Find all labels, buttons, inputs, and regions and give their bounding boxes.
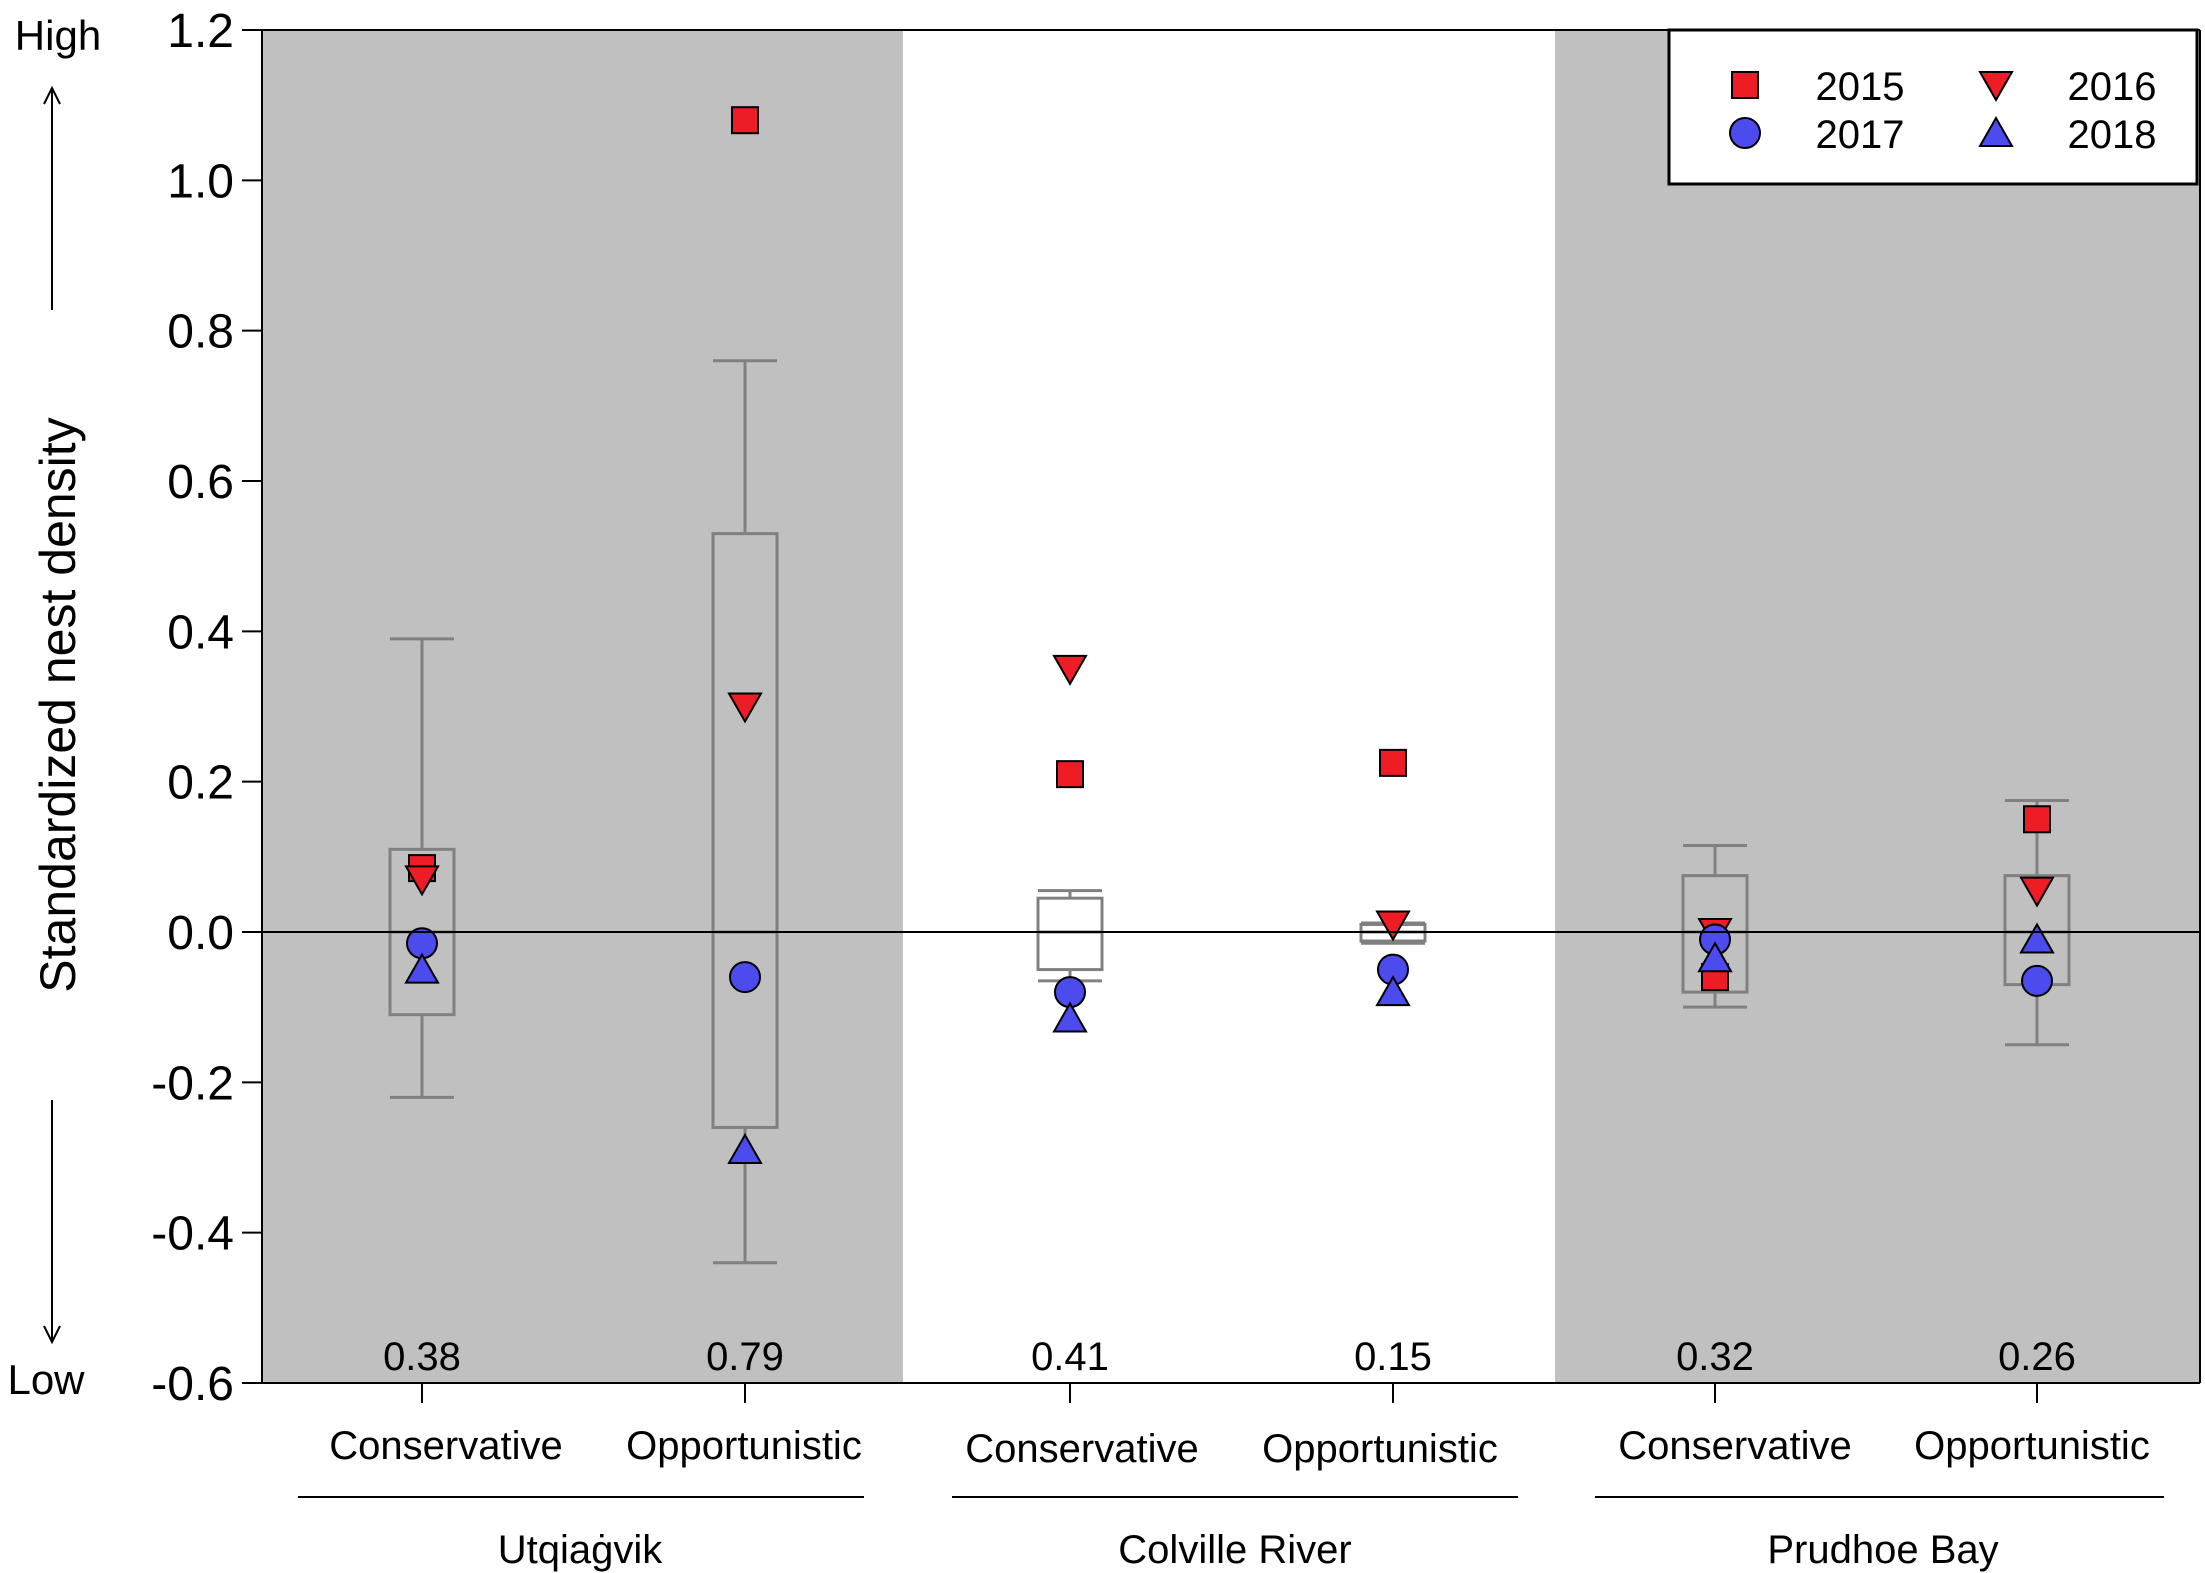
high-label: High	[15, 12, 101, 59]
region-shade-3	[1555, 30, 2200, 1383]
y-tick-label: 0.4	[167, 606, 234, 659]
point-2018-group-3	[1052, 1001, 1088, 1033]
legend-marker-2018	[1978, 115, 2014, 147]
point-2015-group-2	[731, 106, 759, 135]
legend-box	[1667, 28, 2199, 186]
category-label: Opportunistic	[626, 1424, 862, 1468]
legend-marker-2015	[1731, 71, 1759, 99]
y-axis-title: Standardized nest density	[30, 417, 86, 992]
point-2015-group-3	[1056, 760, 1084, 789]
legend-label-2016: 2016	[2068, 65, 2157, 109]
y-tick-label: 0.0	[167, 907, 234, 960]
legend-marker-2017	[1729, 117, 1761, 149]
point-2016-group-1	[404, 865, 440, 897]
low-label: Low	[7, 1356, 85, 1403]
y-tick-label: 1.2	[167, 5, 234, 58]
y-tick-label: -0.4	[151, 1208, 234, 1261]
point-2018-group-4	[1375, 975, 1411, 1007]
point-2018-group-2	[727, 1132, 763, 1164]
labels: -0.6 -0.4 -0.2 0.0 0.2 0.4 0.6 0.8 1.0 1.2 Standar…	[7, 5, 2149, 1572]
point-2016-group-3	[1052, 654, 1088, 686]
box-plot-3	[1036, 889, 1104, 983]
point-2018-group-1	[404, 952, 440, 984]
y-tick-label: 0.2	[167, 757, 234, 810]
point-2016-group-4	[1375, 910, 1411, 942]
point-2018-group-5	[1697, 941, 1733, 973]
point-2017-group-6	[2021, 964, 2053, 997]
point-2017-group-2	[729, 961, 761, 994]
y-tick-label: 0.6	[167, 456, 234, 509]
point-2018-group-6	[2019, 922, 2055, 954]
point-2015-group-6	[2023, 805, 2051, 834]
point-2015-group-4	[1379, 748, 1407, 777]
region-label: Utqiaġvik	[498, 1528, 664, 1572]
group-annotation: 0.15	[1354, 1335, 1432, 1379]
region-label: Prudhoe Bay	[1767, 1528, 1998, 1572]
box-iqr	[1036, 896, 1104, 972]
legend: 2015 2016 2017 2018	[1667, 28, 2199, 186]
group-annotation: 0.79	[706, 1335, 784, 1379]
region-label: Colville River	[1118, 1528, 1351, 1572]
box-iqr	[1681, 874, 1749, 994]
y-tick-label: -0.6	[151, 1358, 234, 1411]
group-annotation: 0.41	[1031, 1335, 1109, 1379]
category-label: Conservative	[1618, 1424, 1851, 1468]
point-2016-group-2	[727, 692, 763, 724]
region-shading	[262, 30, 2200, 1383]
group-annotation: 0.26	[1998, 1335, 2076, 1379]
low-arrow-head	[43, 1325, 61, 1345]
group-annotation: 0.38	[383, 1335, 461, 1379]
box-iqr	[711, 532, 779, 1129]
category-label: Opportunistic	[1914, 1424, 2150, 1468]
category-label: Conservative	[965, 1427, 1198, 1471]
legend-label-2015: 2015	[1816, 65, 1905, 109]
high-arrow-head	[43, 85, 61, 105]
region-shade-1	[262, 30, 903, 1383]
category-label: Conservative	[329, 1424, 562, 1468]
legend-label-2017: 2017	[1816, 113, 1905, 157]
point-2016-group-6	[2019, 876, 2055, 908]
category-label: Opportunistic	[1262, 1427, 1498, 1471]
legend-marker-2016	[1978, 71, 2014, 103]
y-tick-label: -0.2	[151, 1057, 234, 1110]
group-annotation: 0.32	[1676, 1335, 1754, 1379]
data-points	[404, 106, 2055, 1164]
y-tick-label: 0.8	[167, 306, 234, 359]
axes	[43, 29, 2201, 1498]
legend-label-2018: 2018	[2068, 113, 2157, 157]
y-tick-label: 1.0	[167, 155, 234, 208]
